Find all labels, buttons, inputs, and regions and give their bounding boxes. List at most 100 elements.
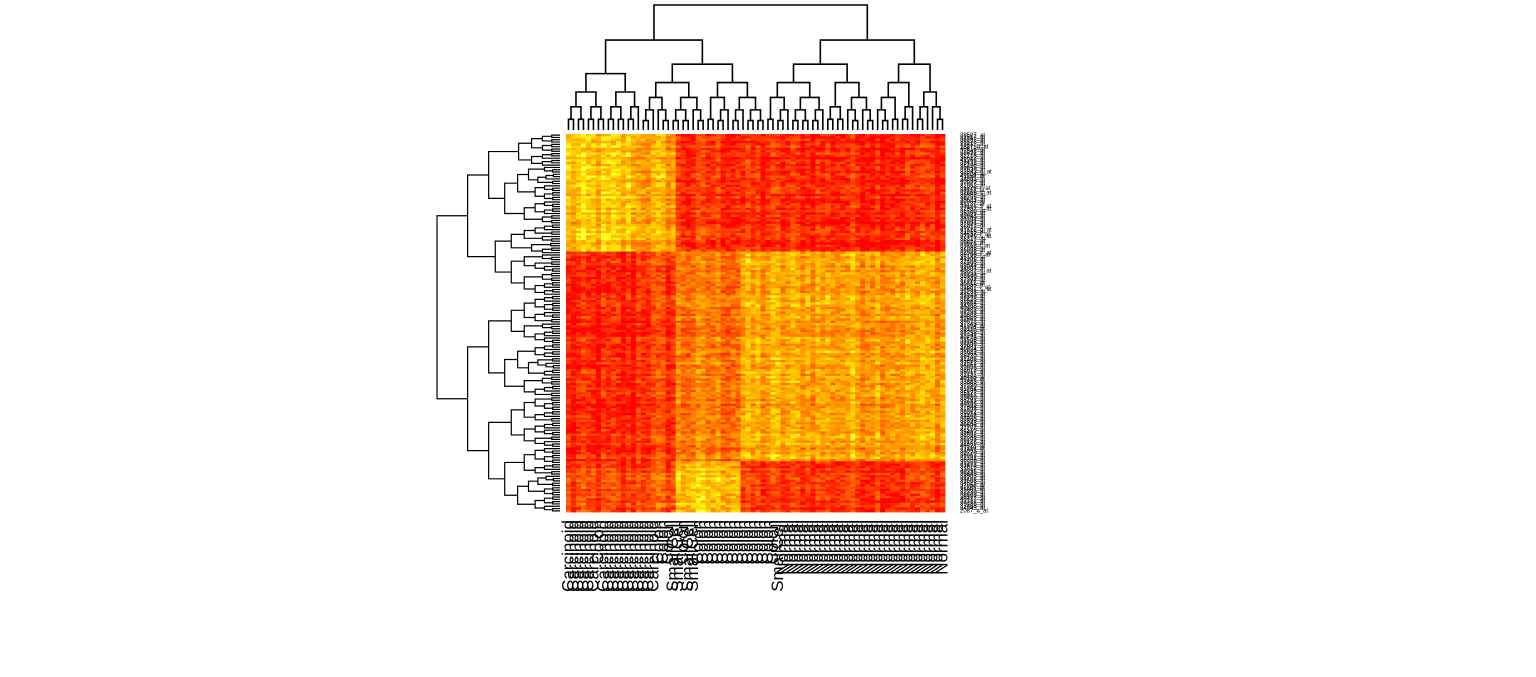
heatmap-cell — [700, 136, 707, 139]
heatmap-cell — [780, 196, 786, 199]
heatmap-cell — [815, 235, 821, 239]
heatmap-cell — [700, 138, 707, 142]
heatmap-cell — [845, 207, 851, 211]
heatmap-cell — [880, 230, 886, 234]
heatmap-cell — [590, 269, 597, 273]
heatmap-cell — [690, 134, 697, 137]
heatmap-cell — [870, 210, 876, 213]
heatmap-cell — [915, 226, 921, 229]
heatmap-cell — [590, 200, 597, 204]
heatmap-cell — [620, 251, 627, 255]
heatmap-cell — [795, 198, 801, 202]
heatmap-cell — [900, 216, 906, 220]
heatmap-cell — [635, 182, 642, 186]
heatmap-cell — [730, 157, 736, 160]
heatmap-cell — [755, 159, 761, 163]
heatmap-cell — [810, 279, 816, 282]
heatmap-cell — [625, 235, 632, 239]
heatmap-cell — [875, 205, 881, 209]
heatmap-cell — [820, 205, 826, 209]
heatmap-cell — [940, 177, 946, 181]
heatmap-cell — [675, 265, 682, 269]
heatmap-cell — [645, 143, 652, 146]
heatmap-cell — [880, 265, 886, 269]
heatmap-cell — [875, 177, 881, 181]
heatmap-cell — [740, 253, 746, 257]
heatmap-cell — [840, 184, 846, 188]
heatmap-cell — [580, 166, 587, 169]
heatmap-cell — [850, 235, 856, 239]
heatmap-cell — [935, 226, 941, 229]
heatmap-cell — [835, 210, 841, 213]
heatmap-cell — [870, 228, 876, 232]
heatmap-cell — [825, 177, 831, 181]
heatmap-cell — [585, 210, 592, 213]
heatmap-cell — [845, 265, 851, 269]
heatmap-cell — [940, 221, 946, 225]
heatmap-cell — [925, 140, 931, 144]
heatmap-cell — [640, 249, 647, 252]
heatmap-cell — [590, 226, 597, 229]
heatmap-cell — [935, 145, 941, 149]
heatmap-cell — [705, 140, 712, 144]
heatmap-cell — [645, 161, 652, 165]
heatmap-cell — [605, 216, 612, 220]
heatmap-cell — [745, 230, 751, 234]
heatmap-cell — [670, 265, 677, 269]
heatmap-cell — [720, 214, 726, 218]
heatmap-cell — [615, 219, 622, 222]
heatmap-cell — [670, 163, 677, 167]
heatmap-cell — [925, 193, 931, 197]
heatmap-cell — [645, 150, 652, 153]
heatmap-cell — [610, 136, 617, 139]
heatmap-cell — [890, 226, 896, 229]
heatmap-cell — [755, 200, 761, 204]
heatmap-cell — [645, 219, 652, 222]
heatmap-cell — [840, 200, 846, 204]
heatmap-cell — [720, 228, 726, 232]
heatmap-cell — [795, 283, 801, 287]
heatmap-cell — [745, 235, 751, 239]
heatmap-cell — [705, 159, 712, 163]
heatmap-cell — [830, 182, 836, 186]
heatmap-cell — [625, 216, 632, 220]
heatmap-cell — [635, 147, 642, 151]
heatmap-cell — [710, 226, 717, 229]
heatmap-cell — [940, 134, 946, 137]
heatmap-cell — [710, 237, 717, 241]
heatmap-cell — [750, 276, 756, 280]
heatmap-cell — [740, 166, 746, 169]
heatmap-cell — [865, 214, 871, 218]
heatmap-cell — [710, 267, 717, 271]
heatmap-cell — [820, 281, 826, 285]
heatmap-cell — [665, 180, 672, 183]
heatmap-cell — [700, 279, 707, 282]
heatmap-cell — [730, 249, 736, 252]
heatmap-cell — [815, 157, 821, 160]
heatmap-cell — [755, 147, 761, 151]
heatmap-cell — [615, 274, 622, 278]
heatmap-cell — [640, 256, 647, 259]
heatmap-cell — [895, 200, 901, 204]
heatmap-cell — [780, 180, 786, 183]
heatmap-cell — [605, 157, 612, 160]
heatmap-cell — [655, 182, 662, 186]
heatmap-cell — [920, 210, 926, 213]
heatmap-cell — [840, 244, 846, 248]
heatmap-cell — [805, 265, 811, 269]
heatmap-cell — [630, 281, 637, 285]
heatmap-cell — [785, 233, 791, 236]
heatmap-cell — [925, 147, 931, 151]
heatmap-cell — [675, 256, 682, 259]
heatmap-cell — [865, 256, 871, 259]
heatmap-cell — [650, 214, 657, 218]
heatmap-cell — [805, 189, 811, 193]
heatmap-cell — [610, 281, 617, 285]
heatmap-cell — [635, 198, 642, 202]
heatmap-cell — [595, 233, 602, 236]
heatmap-cell — [720, 177, 726, 181]
heatmap-cell — [895, 249, 901, 252]
heatmap-cell — [620, 184, 627, 188]
heatmap-cell — [745, 221, 751, 225]
heatmap-cell — [760, 212, 766, 216]
